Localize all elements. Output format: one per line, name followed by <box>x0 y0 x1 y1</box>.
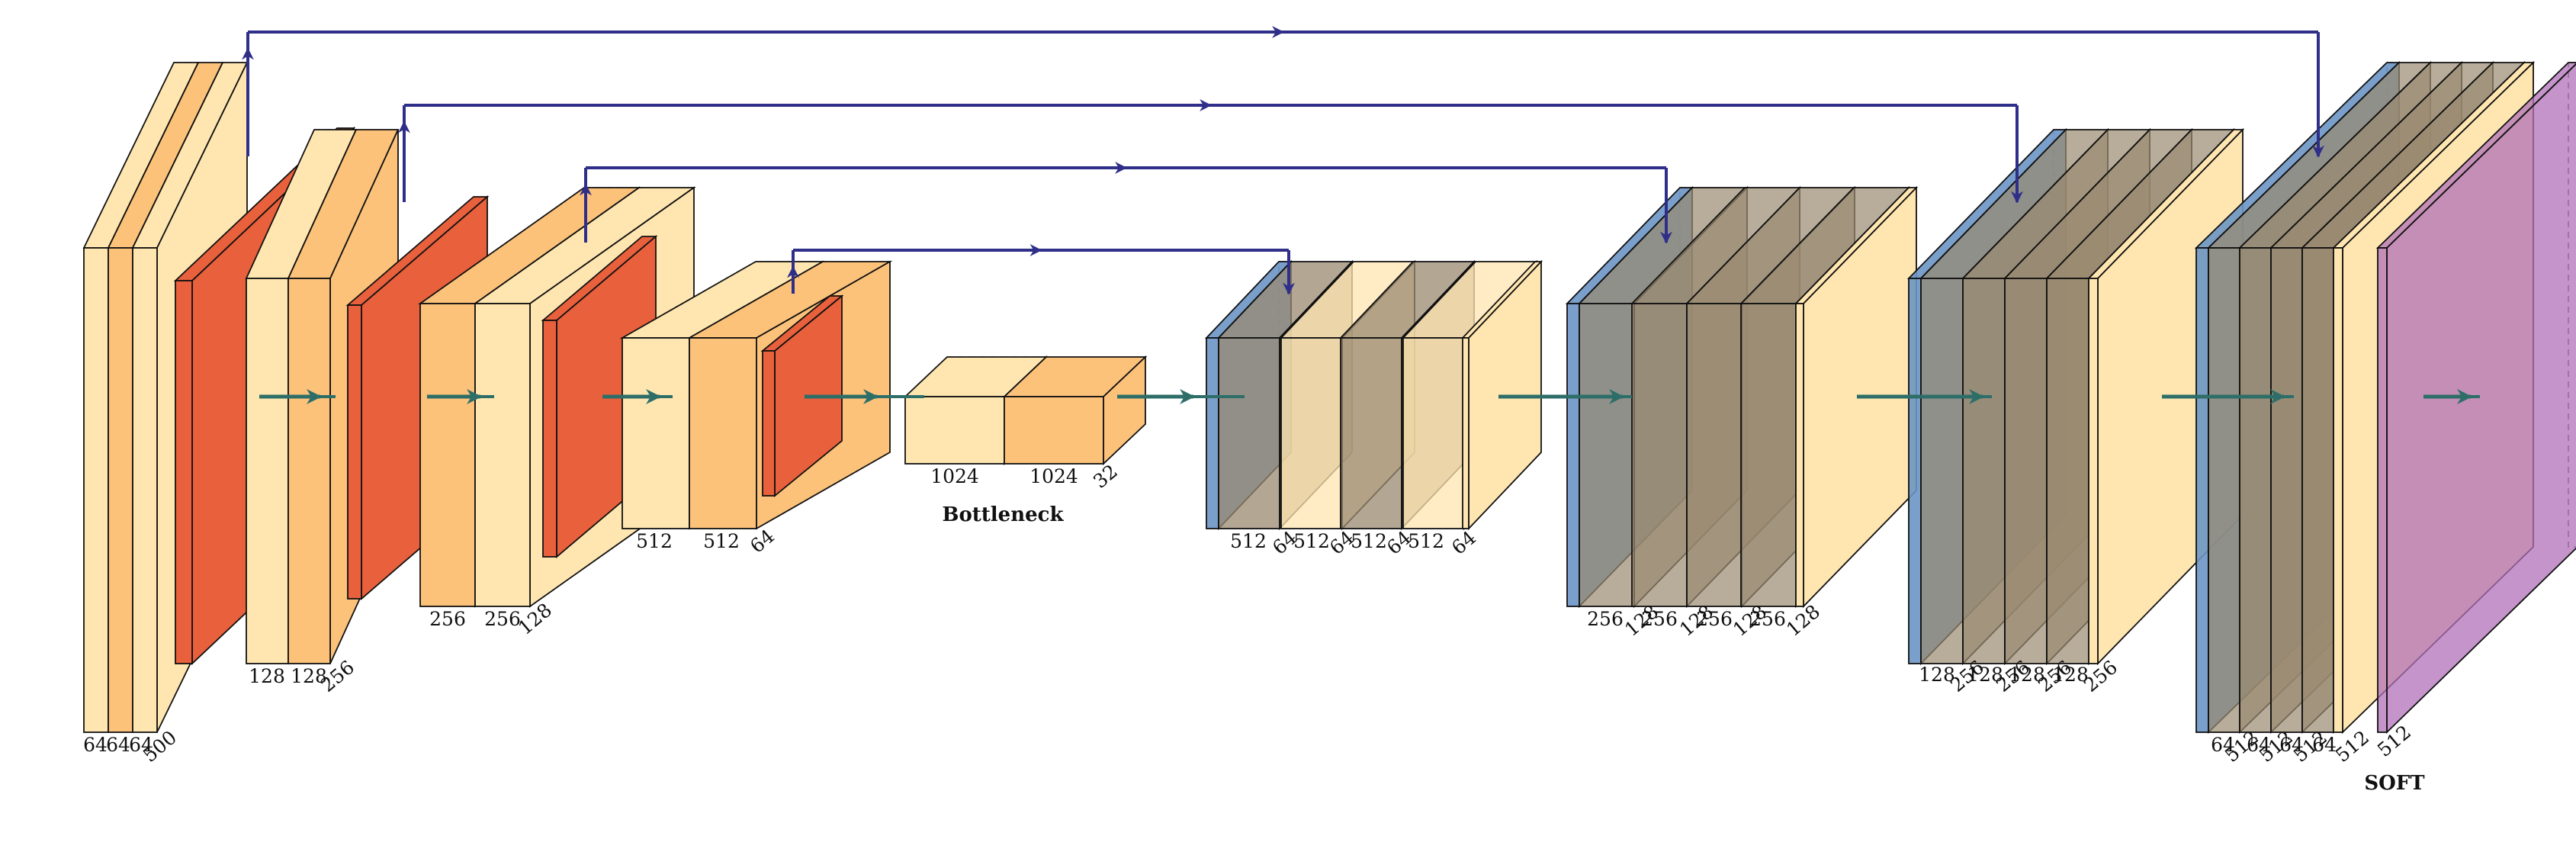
dec4-dim-label: 64 <box>2279 734 2304 756</box>
skip-connection-1 <box>242 26 2324 158</box>
enc4-dim-label: 512 <box>703 530 740 552</box>
dec3-dim-label: 128 <box>1919 664 1955 686</box>
skip-connection-4 <box>787 244 1295 295</box>
dec4-dim-label: 64 <box>2247 734 2271 756</box>
bottleneck-dim-label: 1024 <box>1029 465 1078 487</box>
enc1-dim-label: 64 <box>106 734 130 756</box>
bottleneck-caption: Bottleneck <box>942 503 1064 526</box>
enc3-dim-label: 256 <box>429 608 466 630</box>
dec1-dim-label: 512 <box>1351 530 1387 552</box>
dec2-dim-label: 256 <box>1749 608 1786 630</box>
enc2-dim-label: 128 <box>249 665 285 687</box>
skip-connection-3 <box>580 162 1672 244</box>
dec2-dim-label: 256 <box>1587 608 1624 630</box>
dec2-dim-label: 256 <box>1696 608 1733 630</box>
enc1-dim-label: 64 <box>83 734 108 756</box>
dec2-dim-label: 256 <box>1641 608 1678 630</box>
skip-connection-2 <box>398 99 2023 204</box>
bottleneck-depth-label: 32 <box>1089 460 1122 493</box>
enc1-dim-label: 64 <box>129 734 153 756</box>
dec1-dim-label: 64 <box>1447 526 1480 559</box>
enc4-dim-label: 512 <box>636 530 673 552</box>
dec1-dim-label: 512 <box>1408 530 1444 552</box>
bottleneck-dim-label: 1024 <box>930 465 979 487</box>
softmax-layer <box>2375 62 2576 735</box>
dec4-dim-label: 64 <box>2312 734 2337 756</box>
dec3-dim-label: 128 <box>1967 664 2003 686</box>
dec1-dim-label: 512 <box>1230 530 1267 552</box>
dec4-dim-label: 64 <box>2211 734 2235 756</box>
dec1-dim-label: 512 <box>1293 530 1330 552</box>
enc2-dim-label: 128 <box>291 665 327 687</box>
softmax-caption: SOFT <box>2364 772 2425 795</box>
dec3-dim-label: 128 <box>2052 664 2089 686</box>
dec3-dim-label: 128 <box>2009 664 2045 686</box>
enc3-dim-label: 256 <box>484 608 521 630</box>
bottleneck-conv-layer <box>1002 355 1148 466</box>
enc4-depth-label: 64 <box>746 525 779 558</box>
